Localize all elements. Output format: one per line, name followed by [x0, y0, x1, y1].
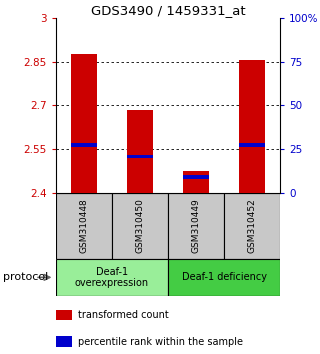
Bar: [71, 54, 97, 193]
Bar: [112, 193, 168, 259]
Bar: [224, 193, 280, 259]
Bar: [127, 110, 153, 193]
Bar: [56, 193, 112, 259]
Bar: [71, 143, 97, 147]
Bar: [168, 193, 224, 259]
Text: GSM310448: GSM310448: [79, 199, 89, 253]
Text: transformed count: transformed count: [78, 310, 169, 320]
Text: Deaf-1
overexpression: Deaf-1 overexpression: [75, 267, 149, 288]
Text: GSM310450: GSM310450: [135, 199, 145, 253]
Bar: [56, 310, 72, 320]
Text: percentile rank within the sample: percentile rank within the sample: [78, 337, 244, 347]
Bar: [168, 259, 280, 296]
Text: protocol: protocol: [3, 272, 48, 282]
Text: Deaf-1 deficiency: Deaf-1 deficiency: [181, 272, 267, 282]
Bar: [56, 259, 168, 296]
Title: GDS3490 / 1459331_at: GDS3490 / 1459331_at: [91, 4, 245, 17]
Bar: [239, 60, 265, 193]
Bar: [183, 175, 209, 179]
Text: GSM310452: GSM310452: [247, 199, 257, 253]
Bar: [183, 171, 209, 193]
Text: GSM310449: GSM310449: [191, 199, 201, 253]
Bar: [239, 143, 265, 147]
Bar: [127, 155, 153, 158]
Bar: [56, 336, 72, 347]
